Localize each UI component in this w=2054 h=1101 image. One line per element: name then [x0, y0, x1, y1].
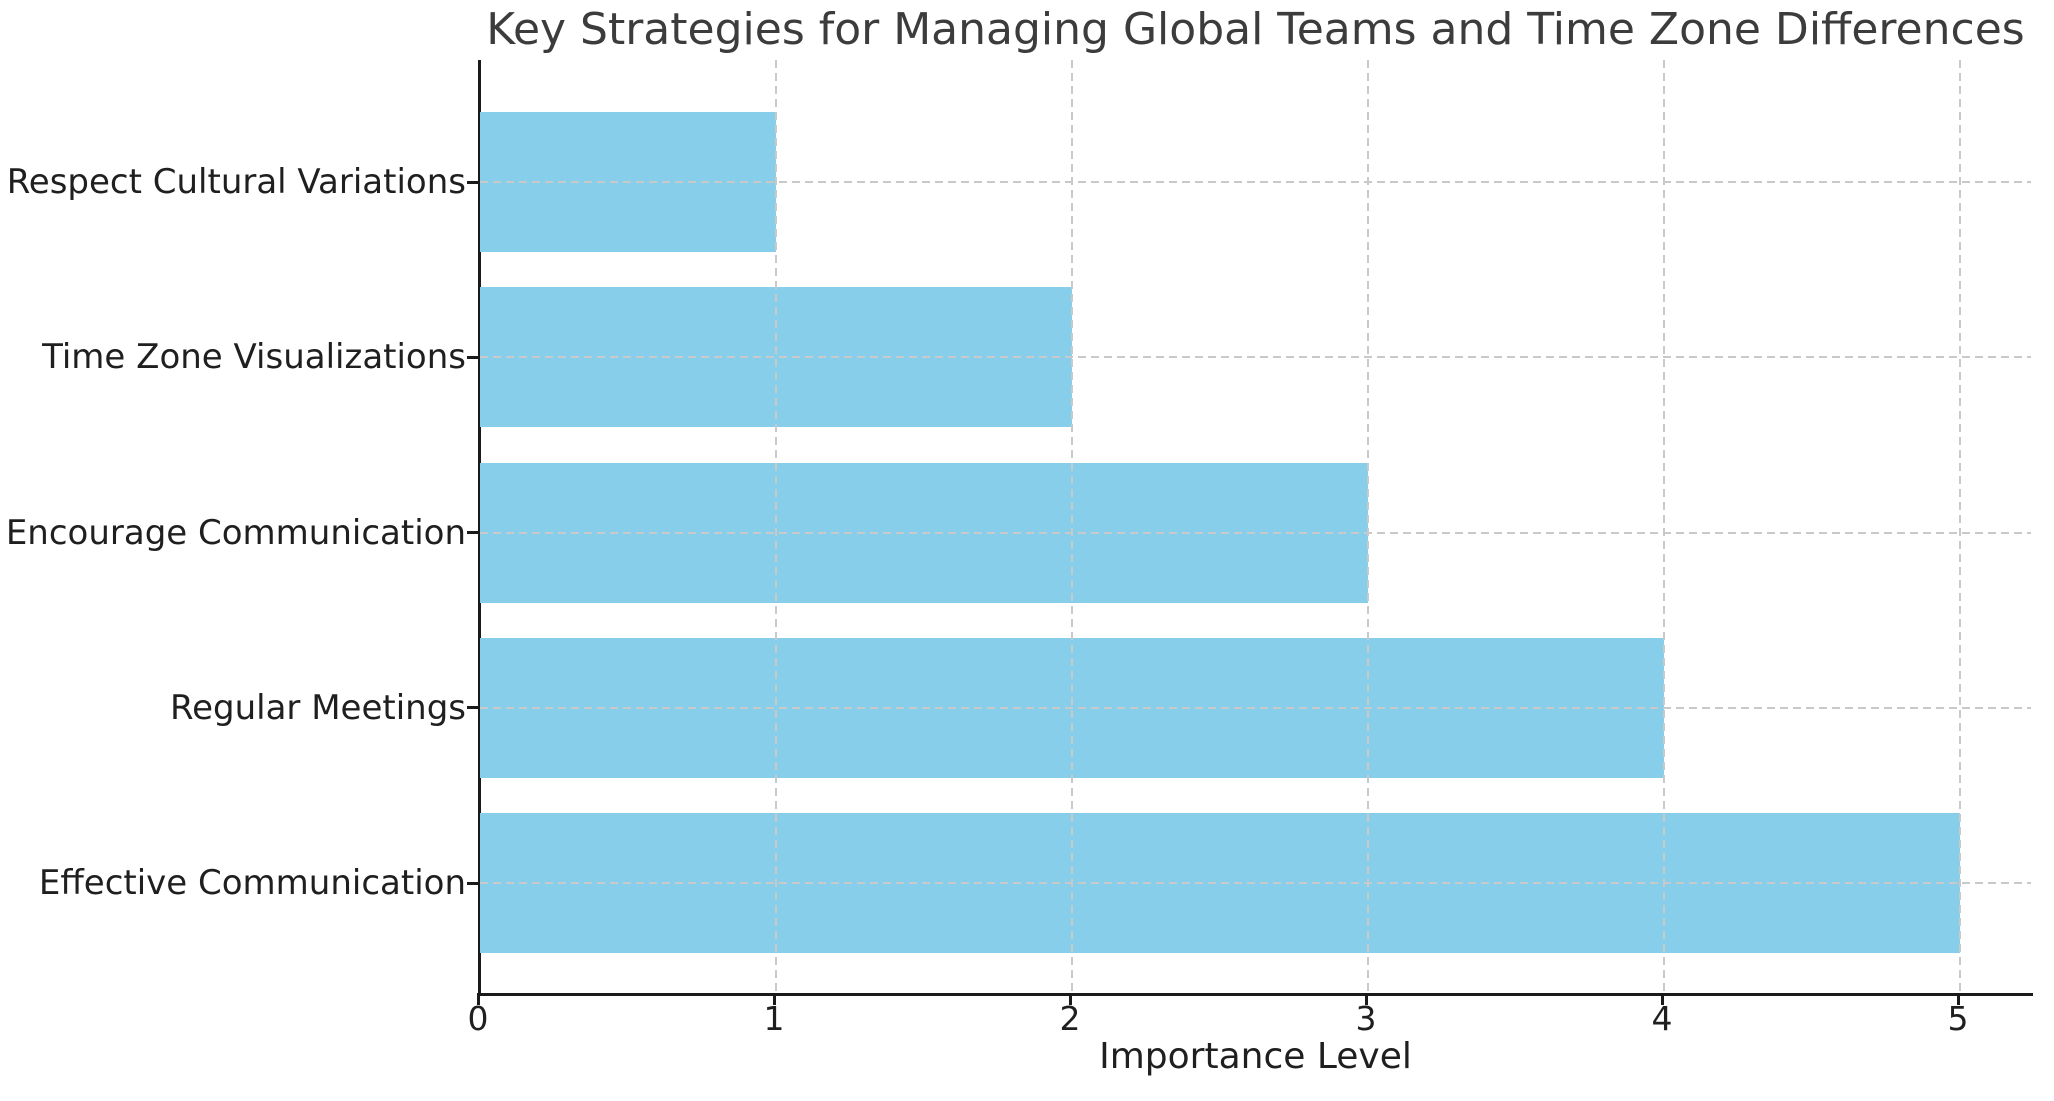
vertical-gridline	[1959, 60, 1961, 993]
y-tick	[467, 531, 480, 534]
y-axis-spine	[478, 60, 481, 996]
chart-title: Key Strategies for Managing Global Teams…	[486, 4, 2025, 55]
x-tick-label: 1	[763, 999, 785, 1038]
vertical-gridline	[1071, 60, 1073, 993]
x-tick-label: 0	[467, 999, 489, 1038]
vertical-gridline	[775, 60, 777, 993]
y-tick-label: Regular Meetings	[169, 687, 466, 728]
x-tick-label: 3	[1355, 999, 1377, 1038]
x-tick	[476, 993, 480, 1005]
x-tick	[1068, 993, 1072, 1005]
y-tick	[467, 881, 480, 885]
y-tick	[467, 355, 480, 359]
x-tick-label: 4	[1651, 999, 1673, 1038]
x-tick	[772, 993, 776, 1005]
x-axis-label: Importance Level	[1099, 1036, 1412, 1077]
y-tick	[467, 706, 480, 710]
y-tick-label: Encourage Communication	[5, 512, 466, 553]
x-tick	[1956, 993, 1960, 1005]
y-tick-label: Effective Communication	[38, 863, 466, 903]
x-tick	[1364, 993, 1368, 1005]
x-axis-spine	[478, 993, 2033, 996]
x-tick-label: 5	[1947, 999, 1969, 1038]
vertical-gridline	[1663, 60, 1665, 993]
y-tick-label: Time Zone Visualizations	[42, 337, 466, 378]
y-tick	[467, 180, 480, 184]
horizontal-gridline	[480, 882, 2031, 884]
x-tick-label: 2	[1059, 999, 1081, 1038]
horizontal-gridline	[480, 181, 2031, 183]
vertical-gridline	[1367, 60, 1369, 993]
x-tick	[1660, 993, 1664, 1005]
horizontal-gridline	[480, 706, 2031, 709]
horizontal-gridline	[480, 356, 2031, 359]
horizontal-gridline	[480, 531, 2031, 534]
y-tick-label: Respect Cultural Variations	[6, 162, 466, 202]
plot-area	[480, 60, 2031, 993]
